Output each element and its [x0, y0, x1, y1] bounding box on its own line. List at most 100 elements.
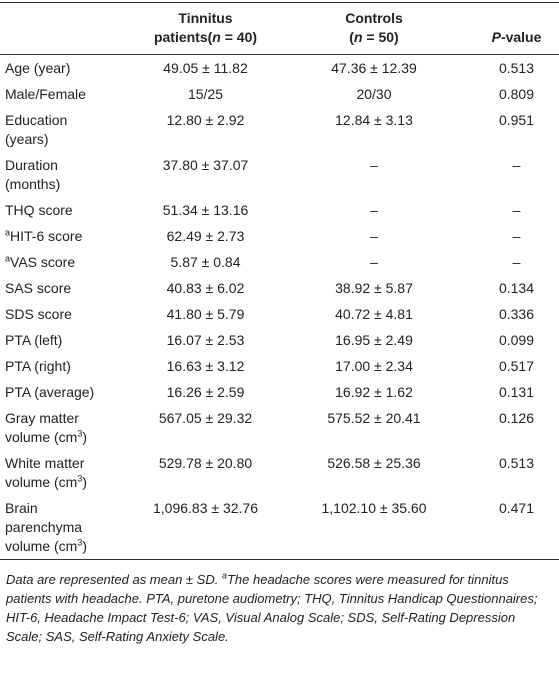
text: SAS score [5, 279, 72, 296]
table-cell: 0.517 [498, 357, 535, 374]
table-cell: 12.84 ± 3.13 [335, 111, 413, 128]
row-label: Duration (months) [0, 152, 137, 197]
table-row: SAS score 40.83 ± 6.02 38.92 ± 5.87 0.134 [0, 275, 559, 301]
header-row: Tinnitus patients(n = 40) Controls (n = 50… [0, 2, 559, 55]
text: THQ score [5, 201, 73, 218]
table-cell: 0.951 [498, 111, 535, 128]
table-row: White matter volume (cm3) 529.78 ± 20.80 52… [0, 450, 559, 495]
row-label: Education (years) [0, 107, 137, 152]
text: a [5, 226, 11, 237]
table-cell: 37.80 ± 37.07 [162, 156, 249, 173]
table-cell: – [370, 201, 378, 218]
text: patients( [153, 29, 213, 45]
table-cell: 41.80 ± 5.79 [166, 305, 245, 322]
text: PTA (average) [5, 383, 95, 400]
table-cell: – [370, 227, 378, 244]
table-cell: – [370, 156, 378, 173]
table-cell: 0.471 [498, 499, 535, 516]
row-label: PTA (left) [0, 327, 137, 353]
table-row: Duration (months) 37.80 ± 37.07 – – [0, 152, 559, 197]
header-cell: Controls (n = 50) [274, 2, 474, 55]
text: volume (cm [5, 537, 78, 554]
row-label: aVAS score [0, 249, 137, 275]
table-row: Education (years) 12.80 ± 2.92 12.84 ± 3.13… [0, 107, 559, 152]
table-cell: – [512, 227, 521, 244]
table-cell: 567.05 ± 29.32 [158, 409, 253, 426]
table-row: SDS score 41.80 ± 5.79 40.72 ± 4.81 0.336 [0, 301, 559, 327]
table-cell: 575.52 ± 20.41 [327, 409, 421, 426]
table-cell: 47.36 ± 12.39 [331, 59, 417, 76]
table-cell: 15/25 [187, 85, 224, 102]
table-cell: – [370, 253, 378, 270]
row-label: Gray matter volume (cm3) [0, 405, 137, 450]
table-cell: 16.95 ± 2.49 [335, 331, 413, 348]
text: Male/Female [5, 85, 86, 102]
table-cell: – [512, 253, 521, 270]
text: PTA (right) [5, 357, 71, 374]
text: ( [349, 29, 354, 45]
table-cell: 0.131 [498, 383, 535, 400]
table-cell: 0.126 [498, 409, 535, 426]
table-cell: 0.809 [498, 85, 535, 102]
table-cell: 0.513 [498, 59, 535, 76]
text: Brain [5, 499, 38, 516]
table-cell: 0.099 [498, 331, 535, 348]
table-row: Age (year) 49.05 ± 11.82 47.36 ± 12.39 0.51… [0, 55, 559, 82]
text: 3 [77, 536, 83, 547]
text: SDS score [5, 305, 72, 322]
row-label: Male/Female [0, 81, 137, 107]
table-row: PTA (left) 16.07 ± 2.53 16.95 ± 2.49 0.099 [0, 327, 559, 353]
row-label: Age (year) [0, 55, 137, 82]
table-cell: 40.72 ± 4.81 [335, 305, 413, 322]
table-cell: 51.34 ± 13.16 [162, 201, 249, 218]
table-row: Brain parenchyma volume (cm3) 1,096.83 ± 32… [0, 495, 559, 560]
table-cell: 0.134 [498, 279, 535, 296]
text: n [353, 29, 363, 45]
text: P [491, 29, 501, 45]
row-label: THQ score [0, 197, 137, 223]
table-body: Age (year) 49.05 ± 11.82 47.36 ± 12.39 0.51… [0, 55, 559, 560]
table-row: Male/Female 15/25 20/30 0.809 [0, 81, 559, 107]
header-cell: Tinnitus patients(n = 40) [137, 2, 274, 55]
text: (years) [5, 130, 49, 147]
text: Gray matter [5, 409, 79, 426]
table-row: aHIT-6 score 62.49 ± 2.73 – – [0, 223, 559, 249]
table-cell: 40.83 ± 6.02 [166, 279, 245, 296]
table-cell: 526.58 ± 25.36 [327, 454, 421, 471]
table-cell: 62.49 ± 2.73 [166, 227, 245, 244]
table-row: THQ score 51.34 ± 13.16 – – [0, 197, 559, 223]
text: = 50) [362, 29, 399, 45]
table-cell: 38.92 ± 5.87 [335, 279, 413, 296]
table-cell: 17.00 ± 2.34 [335, 357, 413, 374]
table-row: PTA (average) 16.26 ± 2.59 16.92 ± 1.62 0.1… [0, 379, 559, 405]
header-cell [0, 2, 137, 55]
table-cell: 16.26 ± 2.59 [166, 383, 245, 400]
table-cell: 1,102.10 ± 35.60 [321, 499, 427, 516]
table-row: Gray matter volume (cm3) 567.05 ± 29.32 575… [0, 405, 559, 450]
text: volume (cm [5, 428, 78, 445]
text: White matter [5, 454, 85, 471]
table-cell: 12.80 ± 2.92 [166, 111, 245, 128]
text: a [5, 252, 11, 263]
text: Controls [345, 10, 403, 26]
text: Tinnitus [178, 10, 233, 26]
text: VAS score [10, 253, 76, 270]
row-label: SAS score [0, 275, 137, 301]
text: = 40) [220, 29, 258, 45]
row-label: aHIT-6 score [0, 223, 137, 249]
text: n [212, 29, 221, 45]
text: ) [82, 473, 88, 490]
text: ) [82, 428, 88, 445]
table-cell: 1,096.83 ± 32.76 [153, 499, 258, 516]
text: 3 [77, 427, 83, 438]
table-cell: 16.63 ± 3.12 [166, 357, 245, 374]
text: HIT-6 score [10, 227, 83, 244]
table-cell: 16.92 ± 1.62 [335, 383, 413, 400]
table-cell: 0.336 [498, 305, 535, 322]
text: volume (cm [5, 473, 78, 490]
table-row: PTA (right) 16.63 ± 3.12 17.00 ± 2.34 0.517 [0, 353, 559, 379]
table-cell: 16.07 ± 2.53 [166, 331, 245, 348]
text: parenchyma [5, 518, 83, 535]
text: PTA (left) [5, 331, 63, 348]
